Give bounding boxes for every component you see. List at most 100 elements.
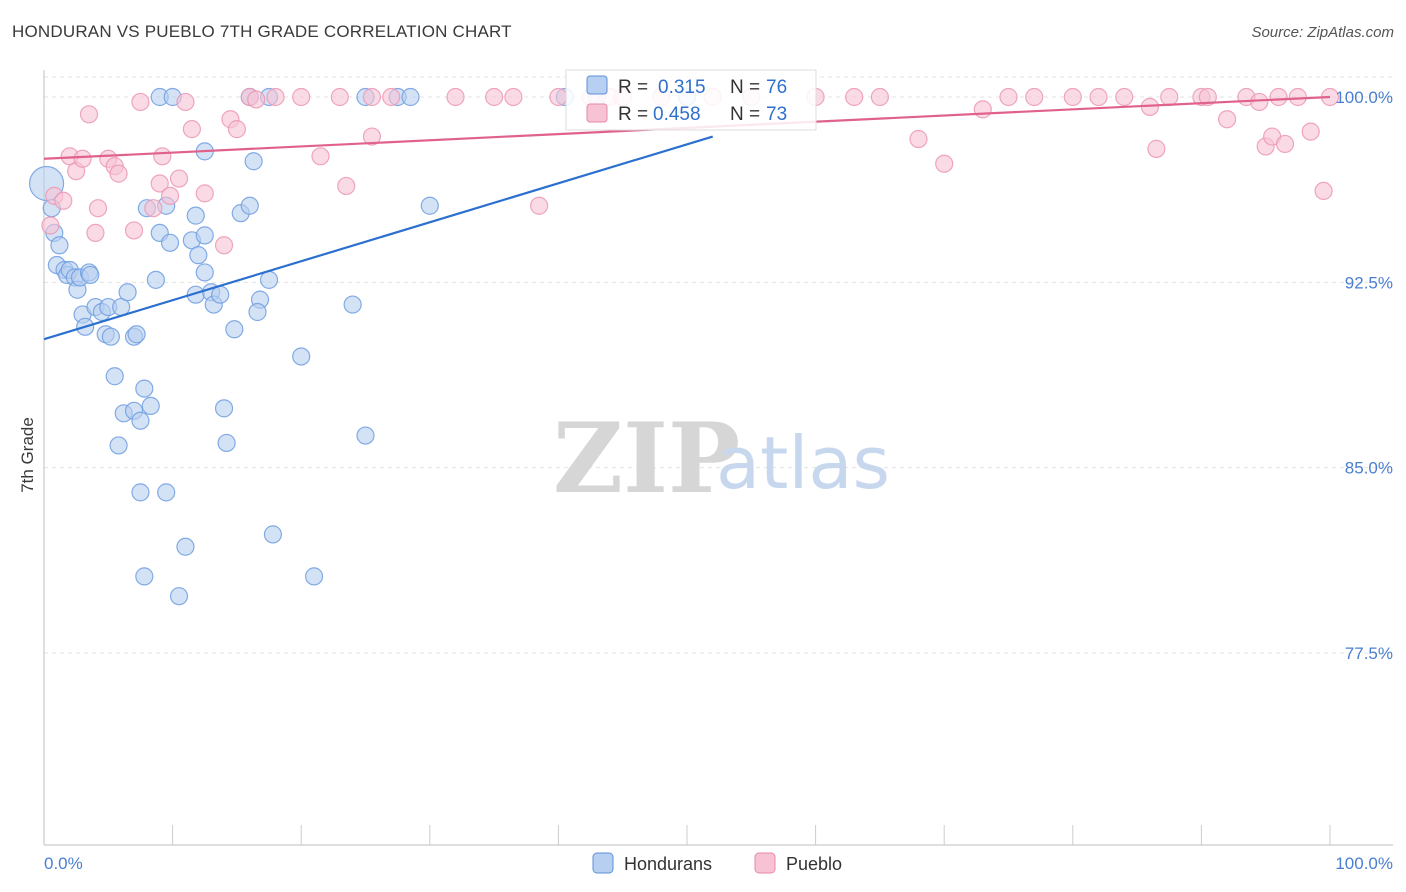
legend-r-label-pueblo: R = (618, 104, 648, 125)
pueblo-point (266, 87, 285, 107)
pueblo-point (1147, 139, 1166, 158)
chart-title: HONDURAN VS PUEBLO 7TH GRADE CORRELATION… (12, 22, 512, 41)
pueblo-point (1250, 92, 1269, 112)
pueblo-point (330, 87, 349, 107)
pueblo-point (131, 92, 150, 112)
legend-n-value-pueblo: 73 (766, 104, 787, 125)
source-label: Source: ZipAtlas.com (1251, 24, 1394, 41)
hondurans-point (244, 152, 263, 171)
hondurans-point (131, 483, 150, 502)
y-tick-label: 77.5% (1345, 644, 1393, 663)
pueblo-point (54, 191, 73, 210)
y-axis-label: 7th Grade (18, 417, 37, 493)
hondurans-point (292, 347, 311, 366)
pueblo-point (1160, 87, 1179, 107)
y-tick-label: 92.5% (1345, 273, 1393, 292)
hondurans-trendline (43, 135, 714, 341)
hondurans-point (176, 537, 195, 556)
hondurans-point (195, 263, 214, 282)
legend-n-label-pueblo: N = (730, 104, 760, 125)
hondurans-point (109, 436, 128, 455)
bottom-legend: Hondurans Pueblo (592, 852, 842, 874)
hondurans-point (343, 295, 362, 314)
pueblo-point (1288, 87, 1307, 107)
hondurans-point (131, 411, 150, 430)
hondurans-point (101, 327, 120, 346)
pueblo-point (1314, 181, 1333, 201)
pueblo-point (195, 184, 214, 203)
pueblo-point (1275, 134, 1295, 154)
y-tick-label: 100.0% (1335, 88, 1393, 107)
pueblo-point (1301, 122, 1320, 141)
pueblo-point (446, 87, 465, 107)
pueblo-point (124, 221, 144, 240)
hondurans-point (127, 325, 146, 344)
pueblo-point (109, 164, 128, 183)
hondurans-point (118, 283, 137, 302)
pueblo-point (150, 174, 169, 193)
hondurans-point (214, 399, 234, 418)
pueblo-point (169, 169, 189, 188)
legend-swatch-hondurans (586, 75, 608, 95)
pueblo-point (1089, 87, 1108, 107)
pueblo-point (362, 87, 382, 107)
pueblo-point (153, 147, 172, 166)
pueblo-point (362, 127, 382, 146)
hondurans-point (160, 233, 180, 252)
watermark: ZIP atlas (553, 402, 890, 515)
legend-r-value-pueblo: 0.458 (653, 104, 701, 125)
hondurans-point (135, 567, 154, 586)
pueblo-point (160, 186, 180, 205)
pueblo-point (870, 87, 890, 107)
pueblo-point (41, 216, 60, 235)
hondurans-point (195, 226, 214, 245)
hondurans-point (105, 367, 124, 386)
hondurans-point (135, 379, 154, 398)
legend-n-label-hondurans: N = (730, 77, 760, 98)
hondurans-point (141, 396, 160, 415)
hondurans-point (81, 265, 100, 285)
hondurans-point (186, 206, 205, 225)
pueblo-point (1218, 110, 1237, 129)
bottom-legend-hondurans: Hondurans (624, 854, 712, 874)
hondurans-point (169, 587, 189, 606)
watermark-zip: ZIP (553, 402, 740, 515)
legend-r-value-hondurans: 0.315 (658, 77, 706, 98)
pueblo-point (1063, 87, 1082, 107)
pueblo-point (999, 87, 1018, 107)
hondurans-point (401, 87, 420, 107)
pueblo-point (214, 236, 234, 255)
bottom-legend-pueblo: Pueblo (786, 854, 842, 874)
hondurans-point (304, 567, 324, 586)
pueblo-point (292, 87, 311, 107)
x-tick-label-min: 0.0% (44, 854, 83, 873)
pueblo-point (88, 199, 108, 218)
hondurans-point (211, 285, 230, 304)
pueblo-point (845, 87, 864, 107)
hondurans-point (189, 246, 208, 265)
pueblo-point (1115, 87, 1134, 107)
pueblo-point (73, 149, 92, 168)
legend-r-label-hondurans: R = (618, 77, 648, 98)
pueblo-point (144, 199, 163, 218)
y-tick-label: 85.0% (1345, 459, 1393, 478)
pueblo-point (86, 223, 105, 243)
hondurans-point (263, 525, 283, 544)
stats-legend: R = 0.315 N = 76 R = 0.458 N = 73 (565, 69, 817, 131)
pueblo-point (337, 176, 356, 196)
bottom-legend-swatch-pueblo (754, 852, 776, 874)
hondurans-point (420, 196, 439, 215)
hondurans-point (225, 320, 244, 339)
pueblo-point (247, 90, 266, 109)
x-tick-label-max: 100.0% (1335, 854, 1393, 873)
hondurans-point (217, 433, 236, 453)
legend-swatch-pueblo (586, 103, 608, 123)
bottom-legend-swatch-hondurans (592, 852, 614, 874)
pueblo-point (227, 120, 246, 139)
pueblo-point (1269, 87, 1288, 107)
pueblo-point (382, 87, 401, 107)
pueblo-point (549, 87, 568, 107)
legend-n-value-hondurans: 76 (766, 77, 787, 98)
pueblo-point (935, 154, 954, 173)
